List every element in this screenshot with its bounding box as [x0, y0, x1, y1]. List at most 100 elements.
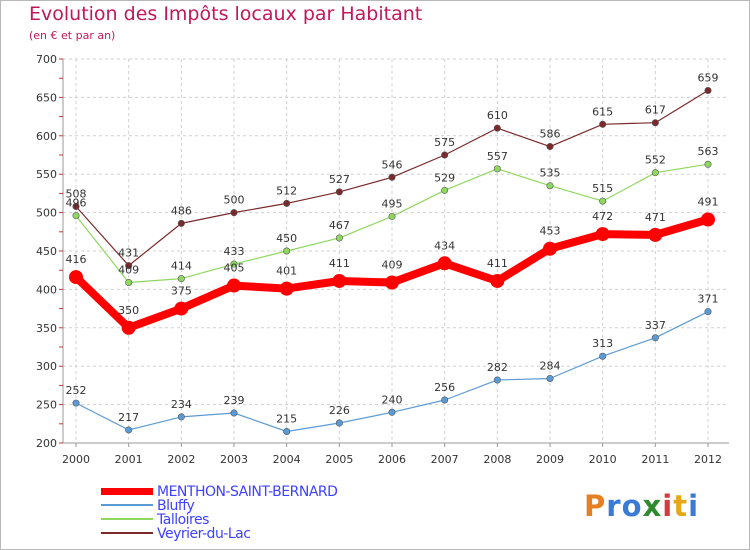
data-label-bluffy-2002: 234: [171, 398, 192, 411]
x-tick-label-2008: 2008: [483, 453, 511, 466]
y-tick-label-550: 550: [36, 168, 57, 181]
data-label-menthon-saint-bernard-2002: 375: [171, 285, 192, 298]
x-tick-label-2010: 2010: [589, 453, 617, 466]
proxiti-logo: Proxiti: [584, 489, 699, 523]
point-veyrier-du-lac-2000: [72, 202, 80, 210]
legend-label-talloires: Talloires: [157, 512, 209, 528]
data-label-veyrier-du-lac-2011: 617: [645, 104, 666, 117]
data-label-talloires-2011: 552: [645, 154, 666, 167]
logo-letter: i: [662, 489, 674, 523]
data-label-menthon-saint-bernard-2005: 411: [329, 257, 350, 270]
y-tick-label-600: 600: [36, 130, 57, 143]
point-bluffy-2007: [441, 396, 449, 404]
data-label-menthon-saint-bernard-2003: 405: [224, 262, 245, 275]
data-label-talloires-2005: 467: [329, 219, 350, 232]
point-veyrier-du-lac-2007: [441, 151, 449, 159]
data-label-talloires-2003: 433: [224, 245, 245, 258]
legend-swatch-menthon: [101, 488, 153, 495]
point-talloires-2004: [283, 247, 291, 255]
x-tick-label-2007: 2007: [431, 453, 459, 466]
y-tick-label-400: 400: [36, 283, 57, 296]
chart-subtitle: (en € et par an): [29, 29, 116, 42]
data-label-talloires-2000: 496: [66, 197, 87, 210]
x-tick-label-2003: 2003: [220, 453, 248, 466]
point-talloires-2008: [493, 165, 501, 173]
data-label-bluffy-2010: 313: [592, 337, 613, 350]
data-label-menthon-saint-bernard-2008: 411: [487, 257, 508, 270]
point-veyrier-du-lac-2008: [493, 124, 501, 132]
data-label-bluffy-2003: 239: [224, 394, 245, 407]
data-label-bluffy-2011: 337: [645, 319, 666, 332]
point-talloires-2002: [177, 275, 185, 283]
data-label-talloires-2006: 495: [382, 197, 403, 210]
legend-label-veyrier: Veyrier-du-Lac: [157, 526, 251, 542]
data-label-menthon-saint-bernard-2000: 416: [66, 253, 87, 266]
logo-letter: r: [606, 489, 622, 523]
data-label-menthon-saint-bernard-2009: 453: [540, 225, 561, 238]
legend-label-bluffy: Bluffy: [157, 498, 195, 514]
logo-letter: t: [673, 489, 689, 523]
point-veyrier-du-lac-2012: [704, 86, 712, 94]
x-tick-label-2004: 2004: [273, 453, 301, 466]
data-label-veyrier-du-lac-2002: 486: [171, 204, 192, 217]
point-veyrier-du-lac-2010: [599, 120, 607, 128]
data-label-veyrier-du-lac-2006: 546: [382, 158, 403, 171]
data-label-veyrier-du-lac-2012: 659: [698, 71, 719, 84]
x-tick-label-2012: 2012: [694, 453, 722, 466]
data-label-bluffy-2004: 215: [276, 412, 297, 425]
data-label-bluffy-2012: 371: [698, 293, 719, 306]
point-menthon-saint-bernard-2008: [490, 273, 505, 288]
data-label-veyrier-du-lac-2004: 512: [276, 184, 297, 197]
data-label-talloires-2008: 557: [487, 150, 508, 163]
logo-letter: x: [642, 489, 663, 523]
point-veyrier-du-lac-2011: [651, 119, 659, 127]
y-tick-label-250: 250: [36, 399, 57, 412]
point-talloires-2010: [599, 197, 607, 205]
x-tick-label-2006: 2006: [378, 453, 406, 466]
y-tick-label-450: 450: [36, 245, 57, 258]
point-bluffy-2011: [651, 334, 659, 342]
point-talloires-2001: [125, 278, 133, 286]
point-bluffy-2004: [283, 427, 291, 435]
point-menthon-saint-bernard-2011: [648, 227, 663, 242]
point-talloires-2009: [546, 182, 554, 190]
data-label-talloires-2007: 529: [434, 171, 455, 184]
data-label-menthon-saint-bernard-2007: 434: [434, 239, 455, 252]
y-tick-label-350: 350: [36, 322, 57, 335]
x-tick-label-2011: 2011: [641, 453, 669, 466]
y-tick-label-700: 700: [36, 53, 57, 66]
point-menthon-saint-bernard-2004: [279, 281, 294, 296]
chart-title: Evolution des Impôts locaux par Habitant: [29, 3, 423, 25]
data-label-bluffy-2009: 284: [540, 359, 561, 372]
data-label-menthon-saint-bernard-2001: 350: [118, 304, 139, 317]
point-menthon-saint-bernard-2009: [543, 241, 557, 256]
data-label-veyrier-du-lac-2010: 615: [592, 105, 613, 118]
data-label-bluffy-2007: 256: [434, 381, 455, 394]
point-menthon-saint-bernard-2006: [385, 275, 399, 290]
point-veyrier-du-lac-2006: [388, 173, 396, 181]
point-menthon-saint-bernard-2000: [69, 270, 83, 285]
point-bluffy-2010: [599, 352, 607, 360]
x-tick-label-2000: 2000: [62, 453, 90, 466]
y-tick-label-200: 200: [36, 437, 57, 450]
point-bluffy-2009: [546, 374, 554, 382]
data-label-veyrier-du-lac-2003: 500: [224, 194, 245, 207]
data-label-talloires-2010: 515: [592, 182, 613, 195]
x-tick-label-2009: 2009: [536, 453, 564, 466]
x-tick-label-2001: 2001: [115, 453, 143, 466]
y-tick-label-500: 500: [36, 207, 57, 220]
point-veyrier-du-lac-2002: [177, 219, 185, 227]
data-label-veyrier-du-lac-2000: 508: [66, 187, 87, 200]
data-label-menthon-saint-bernard-2004: 401: [276, 265, 297, 278]
data-label-veyrier-du-lac-2009: 586: [540, 128, 561, 141]
point-menthon-saint-bernard-2012: [701, 212, 715, 227]
data-label-talloires-2004: 450: [276, 232, 297, 245]
point-bluffy-2005: [335, 419, 343, 427]
legend-swatch-veyrier: [101, 532, 153, 534]
logo-letter: o: [621, 489, 643, 523]
point-menthon-saint-bernard-2003: [227, 278, 241, 293]
legend-swatch-bluffy: [101, 504, 153, 506]
point-talloires-2011: [651, 169, 659, 177]
